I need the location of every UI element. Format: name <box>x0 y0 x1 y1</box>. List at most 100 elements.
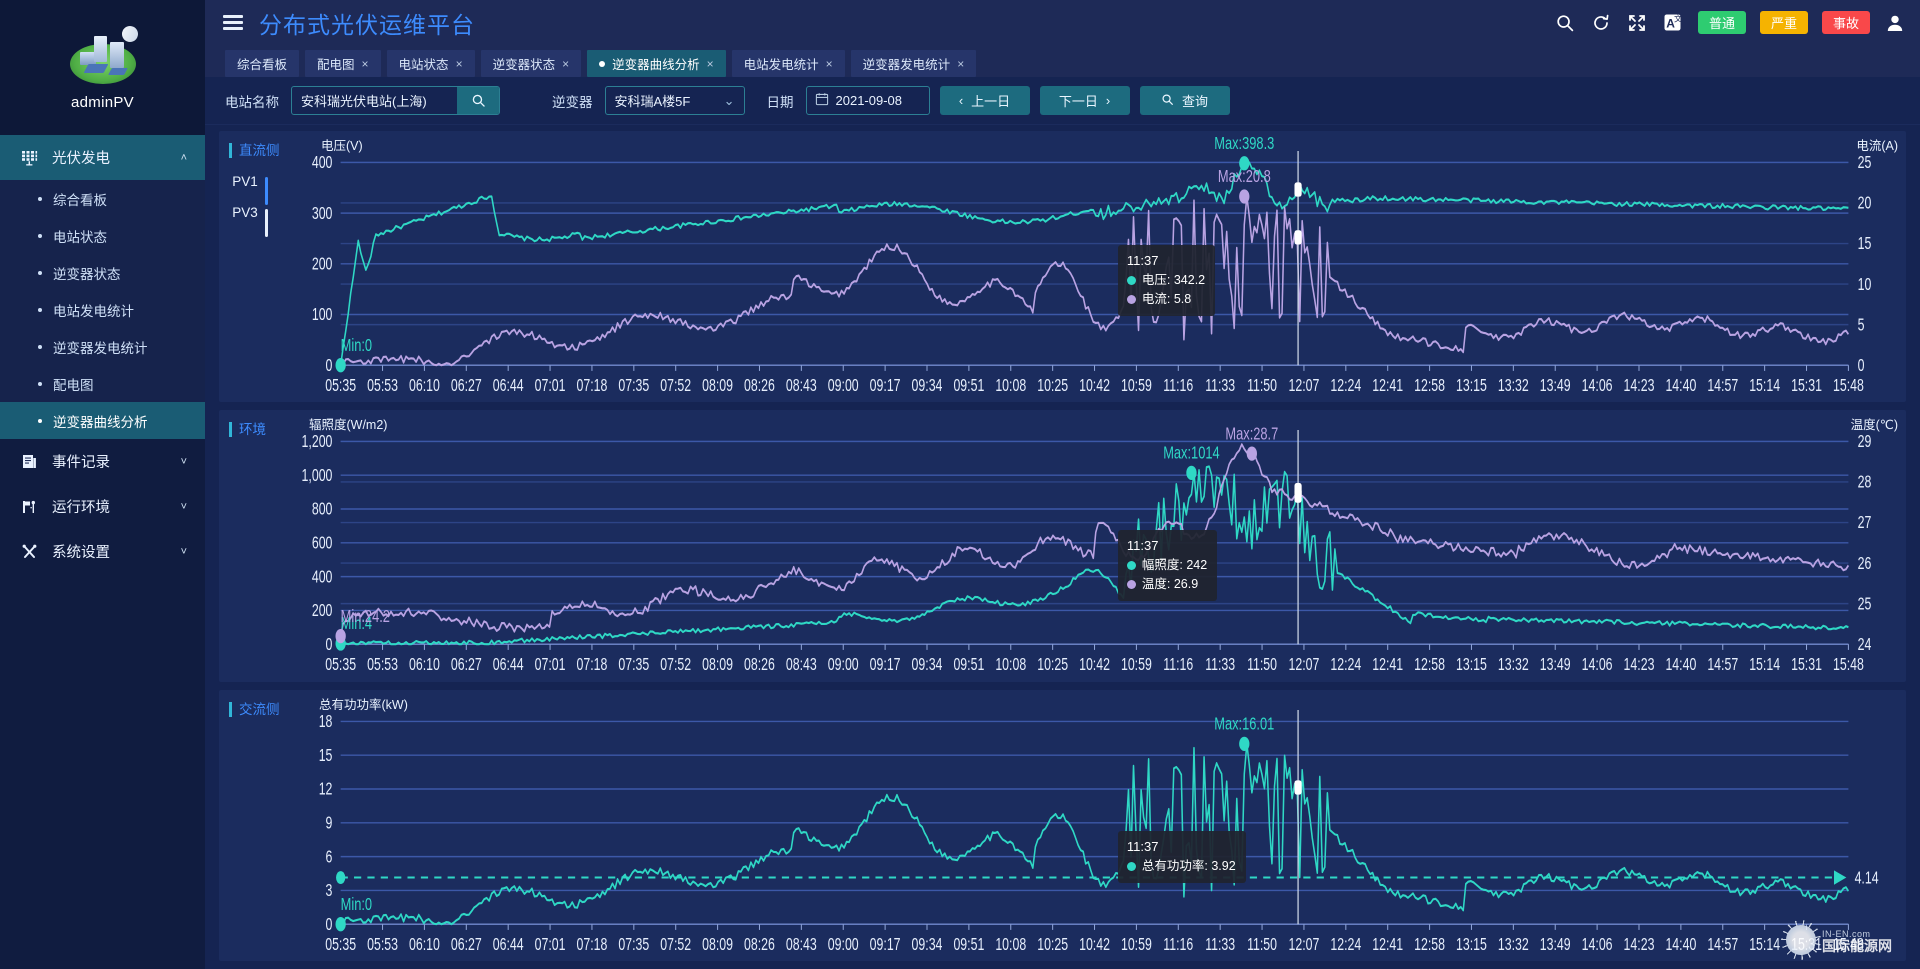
sidebar-item-station-generation-stats[interactable]: 电站发电统计 <box>0 291 205 328</box>
svg-text:06:27: 06:27 <box>451 935 482 955</box>
svg-text:0: 0 <box>326 635 333 655</box>
svg-text:15:48: 15:48 <box>1833 376 1864 396</box>
tab-station-generation-stats[interactable]: 电站发电统计 × <box>731 50 845 77</box>
chart-panel-dc: 直流侧 PV1 PV3 电压(V) 电流(A) 0 100 200 300 400 0 5 1… <box>219 131 1906 403</box>
inverter-select[interactable]: 安科瑞A楼5F ⌄ <box>604 86 745 115</box>
sun-icon <box>1786 924 1816 955</box>
svg-text:13:15: 13:15 <box>1456 655 1487 675</box>
svg-text:26: 26 <box>1858 554 1872 574</box>
tools-icon <box>18 543 40 560</box>
sidebar-item-inverter-generation-stats[interactable]: 逆变器发电统计 <box>0 328 205 365</box>
svg-text:12:41: 12:41 <box>1372 376 1403 396</box>
pv-selector[interactable]: PV1 PV3 <box>232 174 268 237</box>
tab-distribution-diagram[interactable]: 配电图 × <box>305 50 381 77</box>
username-label: adminPV <box>71 94 134 111</box>
chart-ac-plot[interactable]: 总有功功率(kW) 0 3 6 9 12 15 18 05:35 05:53 06:10 06:27… <box>281 690 1906 961</box>
search-icon[interactable] <box>1554 12 1576 34</box>
svg-text:10:59: 10:59 <box>1121 935 1152 955</box>
station-search-input[interactable] <box>292 87 457 114</box>
svg-text:10:59: 10:59 <box>1121 376 1152 396</box>
inverter-label: 逆变器 <box>552 94 593 110</box>
close-icon[interactable]: × <box>455 56 463 71</box>
svg-text:1,000: 1,000 <box>302 466 333 486</box>
tab-comprehensive-board[interactable]: 综合看板 <box>225 50 300 77</box>
chart-panel-dc-title: 直流侧 <box>229 143 280 158</box>
svg-text:10:25: 10:25 <box>1037 935 1068 955</box>
svg-text:200: 200 <box>312 602 333 622</box>
svg-text:08:43: 08:43 <box>786 935 817 955</box>
watermark-line2: 国际能源网 <box>1822 937 1892 954</box>
tab-inverter-status[interactable]: 逆变器状态 × <box>480 50 582 77</box>
close-icon[interactable]: × <box>706 56 714 71</box>
svg-text:06:10: 06:10 <box>409 655 440 675</box>
fullscreen-icon[interactable] <box>1626 12 1648 34</box>
chart-dc-plot[interactable]: 电压(V) 电流(A) 0 100 200 300 400 0 5 10 15 20 25 05:35… <box>281 131 1906 402</box>
station-search-button[interactable] <box>457 87 499 114</box>
query-button[interactable]: 查询 <box>1139 86 1230 115</box>
sidebar-group-pv[interactable]: 光伏发电 ˄ <box>0 135 205 180</box>
svg-text:15:48: 15:48 <box>1833 935 1864 955</box>
tab-station-status[interactable]: 电站状态 × <box>386 50 475 77</box>
tab-label: 逆变器状态 <box>492 58 556 72</box>
close-icon[interactable]: × <box>361 56 369 71</box>
menu-toggle-icon[interactable] <box>223 15 243 30</box>
svg-text:28: 28 <box>1858 473 1872 493</box>
svg-text:06:27: 06:27 <box>451 655 482 675</box>
svg-text:07:35: 07:35 <box>618 655 649 675</box>
bullet-icon <box>38 307 42 312</box>
sidebar-item-distribution-diagram[interactable]: 配电图 <box>0 365 205 402</box>
svg-text:05:35: 05:35 <box>325 935 356 955</box>
prev-day-button[interactable]: ‹ 上一日 <box>939 86 1030 115</box>
sidebar-item-label: 电站发电统计 <box>53 303 134 319</box>
svg-text:14:40: 14:40 <box>1665 935 1696 955</box>
svg-text:08:09: 08:09 <box>702 376 733 396</box>
svg-text:10:08: 10:08 <box>995 376 1026 396</box>
svg-text:15: 15 <box>319 746 333 766</box>
close-icon[interactable]: × <box>957 56 965 71</box>
date-picker[interactable]: 2021-09-08 <box>805 86 930 115</box>
sidebar-group-operating-environment[interactable]: 运行环境 ˅ <box>0 484 205 529</box>
sidebar-item-comprehensive-board[interactable]: 综合看板 <box>0 180 205 217</box>
tab-bar: 综合看板 配电图 × 电站状态 × 逆变器状态 × 逆变器曲线分析 × 电站发电… <box>205 45 1920 77</box>
svg-text:100: 100 <box>312 305 333 325</box>
svg-text:20: 20 <box>1858 194 1872 214</box>
svg-text:13:32: 13:32 <box>1498 655 1529 675</box>
status-badge-normal[interactable]: 普通 <box>1698 11 1746 34</box>
bullet-icon <box>38 418 42 423</box>
solar-panel-icon <box>18 149 40 166</box>
refresh-icon[interactable] <box>1590 12 1612 34</box>
chevron-left-icon: ‹ <box>958 93 964 108</box>
svg-text:10:42: 10:42 <box>1079 935 1110 955</box>
pv-option-pv3[interactable]: PV3 <box>232 205 258 220</box>
svg-text:09:00: 09:00 <box>828 935 859 955</box>
svg-text:12:58: 12:58 <box>1414 376 1445 396</box>
sidebar-group-event-log[interactable]: 事件记录 ˅ <box>0 439 205 484</box>
pv-option-pv1[interactable]: PV1 <box>232 174 258 189</box>
svg-text:800: 800 <box>312 500 333 520</box>
svg-text:09:34: 09:34 <box>912 655 943 675</box>
translate-icon[interactable]: A 文 <box>1662 12 1684 34</box>
svg-text:文: 文 <box>1674 14 1682 24</box>
user-icon[interactable] <box>1884 12 1906 34</box>
chart-panel-env-side: 环境 <box>219 410 281 681</box>
svg-text:07:01: 07:01 <box>535 655 566 675</box>
sidebar-item-inverter-curve-analysis[interactable]: 逆变器曲线分析 <box>0 402 205 439</box>
status-badge-severe[interactable]: 严重 <box>1760 11 1808 34</box>
svg-text:14:23: 14:23 <box>1624 376 1655 396</box>
close-icon[interactable]: × <box>562 56 570 71</box>
tab-inverter-curve-analysis[interactable]: 逆变器曲线分析 × <box>587 50 726 77</box>
inverter-select-value: 安科瑞A楼5F <box>614 94 691 109</box>
sidebar-item-inverter-status[interactable]: 逆变器状态 <box>0 254 205 291</box>
top-header-actions: A 文 普通 严重 事故 <box>1554 0 1906 45</box>
sidebar-group-label: 系统设置 <box>52 545 110 561</box>
close-icon[interactable]: × <box>825 56 833 71</box>
tab-inverter-generation-stats[interactable]: 逆变器发电统计 × <box>850 50 977 77</box>
app-logo-icon <box>64 23 142 90</box>
next-day-button[interactable]: 下一日 › <box>1039 86 1130 115</box>
sidebar-item-station-status[interactable]: 电站状态 <box>0 217 205 254</box>
sidebar-group-system-settings[interactable]: 系统设置 ˅ <box>0 529 205 574</box>
chart-env-plot[interactable]: 辐照度(W/m2) 温度(℃) 0 200 400 600 800 1,000 1,200 2… <box>281 410 1906 681</box>
status-badge-accident[interactable]: 事故 <box>1822 11 1870 34</box>
bullet-icon <box>38 381 42 386</box>
chevron-down-icon: ⌄ <box>723 92 735 108</box>
